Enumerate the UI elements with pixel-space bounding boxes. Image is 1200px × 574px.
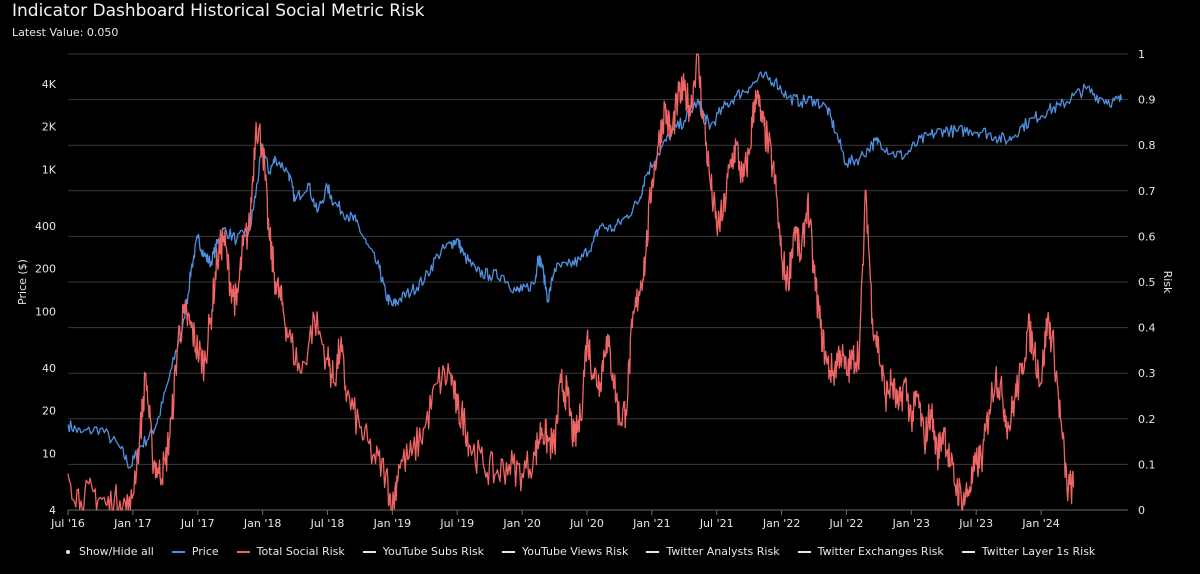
y-left-tick-label: 2K: [42, 121, 57, 134]
y-right-tick-label: 0.7: [1138, 185, 1156, 198]
legend-label-twitter-exchanges-risk: Twitter Exchanges Risk: [817, 545, 944, 558]
legend-swatch-twitter-exchanges-risk: [797, 550, 811, 553]
x-tick-label: Jul '18: [310, 517, 345, 530]
legend-label-total-social-risk: Total Social Risk: [256, 545, 345, 558]
series-line-price: [67, 71, 1123, 469]
y-left-tick-label: 10: [42, 447, 56, 460]
x-tick-label: Jul '21: [699, 517, 734, 530]
x-tick-label: Jan '17: [113, 517, 151, 530]
x-tick-label: Jan '23: [892, 517, 930, 530]
y-axis-right-title: Risk: [1161, 271, 1174, 294]
y-left-tick-label: 40: [42, 362, 56, 375]
legend-item-youtube-subs-risk[interactable]: YouTube Subs Risk: [362, 545, 484, 558]
legend-swatch-youtube-subs-risk: [362, 550, 376, 553]
y-axis-right: 0 0.1 0.2 0.3 0.4 0.5 0.6 0.7 0.8 0.9 1: [1138, 48, 1156, 517]
y-left-tick-label: 400: [35, 220, 56, 233]
y-left-tick-label: 200: [35, 263, 56, 276]
y-right-tick-label: 1: [1138, 48, 1145, 61]
y-right-tick-label: 0.6: [1138, 230, 1156, 243]
legend-item-youtube-views-risk[interactable]: YouTube Views Risk: [501, 545, 629, 558]
legend: Show/Hide all Price Total Social Risk Yo…: [62, 545, 1113, 558]
y-left-tick-label: 4: [49, 504, 56, 517]
x-tick-label: Jul '20: [569, 517, 604, 530]
y-left-tick-label: 4K: [42, 78, 57, 91]
legend-show-hide-label: Show/Hide all: [79, 545, 154, 558]
series-line-total-social-risk: [67, 53, 1075, 511]
y-right-tick-label: 0.4: [1138, 322, 1156, 335]
legend-swatch-twitter-layer-1s-risk: [961, 550, 975, 553]
legend-swatch-twitter-analysts-risk: [646, 550, 660, 553]
legend-swatch-youtube-views-risk: [501, 550, 515, 553]
x-tick-label: Jan '21: [632, 517, 670, 530]
x-axis: Jul '16 Jan '17 Jul '17 Jan '18 Jul '18 Jan '…: [50, 509, 1128, 530]
y-right-tick-label: 0.5: [1138, 276, 1156, 289]
y-right-tick-label: 0: [1138, 504, 1145, 517]
legend-item-total-social-risk[interactable]: Total Social Risk: [236, 545, 345, 558]
x-tick-label: Jul '16: [50, 517, 85, 530]
y-left-tick-label: 1K: [42, 163, 57, 176]
x-tick-label: Jan '19: [373, 517, 411, 530]
legend-label-twitter-layer-1s-risk: Twitter Layer 1s Risk: [981, 545, 1096, 558]
x-tick-label: Jul '23: [958, 517, 993, 530]
x-tick-label: Jan '18: [243, 517, 281, 530]
y-axis-left-title: Price ($): [16, 259, 29, 305]
y-axis-left: 4 10 20 40 100 200 400 1K 2K 4K: [35, 78, 57, 517]
y-right-tick-label: 0.1: [1138, 458, 1156, 471]
x-tick-label: Jan '24: [1021, 517, 1059, 530]
grid-lines: [68, 53, 1128, 511]
legend-item-price[interactable]: Price: [171, 545, 219, 558]
x-tick-label: Jul '19: [439, 517, 474, 530]
latest-value-label: Latest Value: 0.050: [12, 26, 119, 39]
x-tick-label: Jan '22: [762, 517, 800, 530]
x-tick-label: Jul '17: [180, 517, 215, 530]
series-layer: [67, 53, 1123, 511]
y-right-tick-label: 0.3: [1138, 367, 1156, 380]
legend-swatch-total-social-risk: [236, 550, 250, 553]
legend-label-price: Price: [191, 545, 219, 558]
y-right-tick-label: 0.8: [1138, 139, 1156, 152]
x-tick-label: Jul '22: [829, 517, 864, 530]
legend-label-twitter-analysts-risk: Twitter Analysts Risk: [666, 545, 780, 558]
y-right-tick-label: 0.9: [1138, 94, 1156, 107]
legend-swatch-price: [171, 550, 185, 553]
y-left-tick-label: 20: [42, 405, 56, 418]
chart-title: Indicator Dashboard Historical Social Me…: [12, 1, 425, 21]
legend-label-youtube-views-risk: YouTube Views Risk: [521, 545, 629, 558]
y-right-tick-label: 0.2: [1138, 413, 1156, 426]
y-left-tick-label: 100: [35, 305, 56, 318]
legend-label-youtube-subs-risk: YouTube Subs Risk: [382, 545, 484, 558]
legend-item-twitter-layer-1s-risk[interactable]: Twitter Layer 1s Risk: [961, 545, 1096, 558]
x-tick-label: Jan '20: [502, 517, 540, 530]
bullet-icon: [66, 549, 70, 554]
legend-show-hide-all[interactable]: Show/Hide all: [62, 545, 154, 558]
legend-item-twitter-analysts-risk[interactable]: Twitter Analysts Risk: [646, 545, 780, 558]
legend-item-twitter-exchanges-risk[interactable]: Twitter Exchanges Risk: [797, 545, 944, 558]
